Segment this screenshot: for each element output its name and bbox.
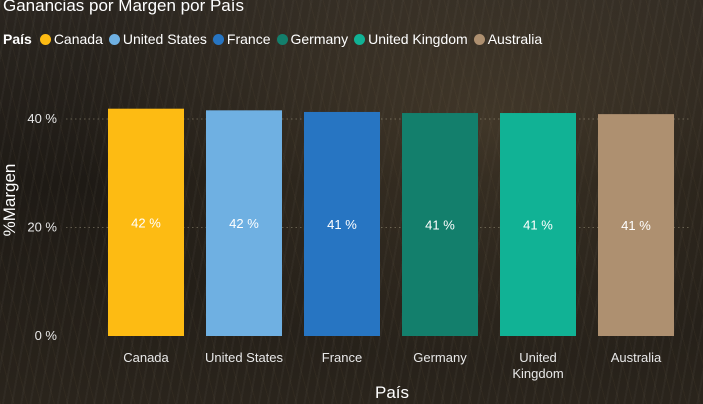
bar[interactable] (500, 113, 576, 336)
legend-title: País (3, 31, 32, 47)
bar[interactable] (598, 114, 674, 337)
x-tick-label: Canada (123, 350, 169, 365)
legend-swatch (212, 33, 224, 45)
data-label: 41 % (523, 218, 553, 233)
legend-swatch (473, 33, 485, 45)
data-label: 42 % (229, 216, 259, 231)
x-tick-label: France (322, 350, 362, 365)
data-label: 41 % (621, 218, 651, 233)
bar[interactable] (108, 108, 184, 336)
legend-item[interactable]: United States (108, 31, 207, 47)
legend: País Canada United States France Germany Uni… (3, 30, 548, 48)
legend-item[interactable]: Germany (276, 31, 349, 47)
x-tick-label: United (519, 350, 557, 365)
bar[interactable] (402, 113, 478, 336)
legend-label: Australia (487, 31, 543, 47)
data-label: 41 % (425, 218, 455, 233)
y-tick-label: 40 % (27, 111, 57, 126)
bar[interactable] (206, 110, 282, 336)
legend-item[interactable]: France (212, 31, 271, 47)
x-axis-title: País (375, 383, 409, 402)
chart-title: Ganancias por Margen por País (3, 0, 244, 15)
legend-label: United Kingdom (368, 31, 468, 47)
legend-label: United States (122, 31, 207, 47)
y-axis-title: %Margen (0, 164, 19, 237)
legend-label: France (226, 31, 271, 47)
legend-label: Canada (53, 31, 103, 47)
data-label: 42 % (131, 215, 161, 230)
y-tick-label: 0 % (35, 328, 58, 343)
bar[interactable] (304, 111, 380, 336)
legend-item[interactable]: Australia (473, 31, 543, 47)
legend-label: Germany (290, 31, 349, 47)
data-label: 41 % (327, 217, 357, 232)
legend-swatch (39, 33, 51, 45)
y-tick-label: 20 % (27, 220, 57, 235)
x-tick-label: Australia (611, 350, 662, 365)
legend-swatch (276, 33, 288, 45)
legend-item[interactable]: United Kingdom (354, 31, 468, 47)
legend-swatch (108, 33, 120, 45)
legend-swatch (354, 33, 366, 45)
x-tick-label: Kingdom (512, 366, 563, 381)
x-tick-label: United States (205, 350, 284, 365)
x-tick-label: Germany (413, 350, 467, 365)
legend-item[interactable]: Canada (39, 31, 103, 47)
